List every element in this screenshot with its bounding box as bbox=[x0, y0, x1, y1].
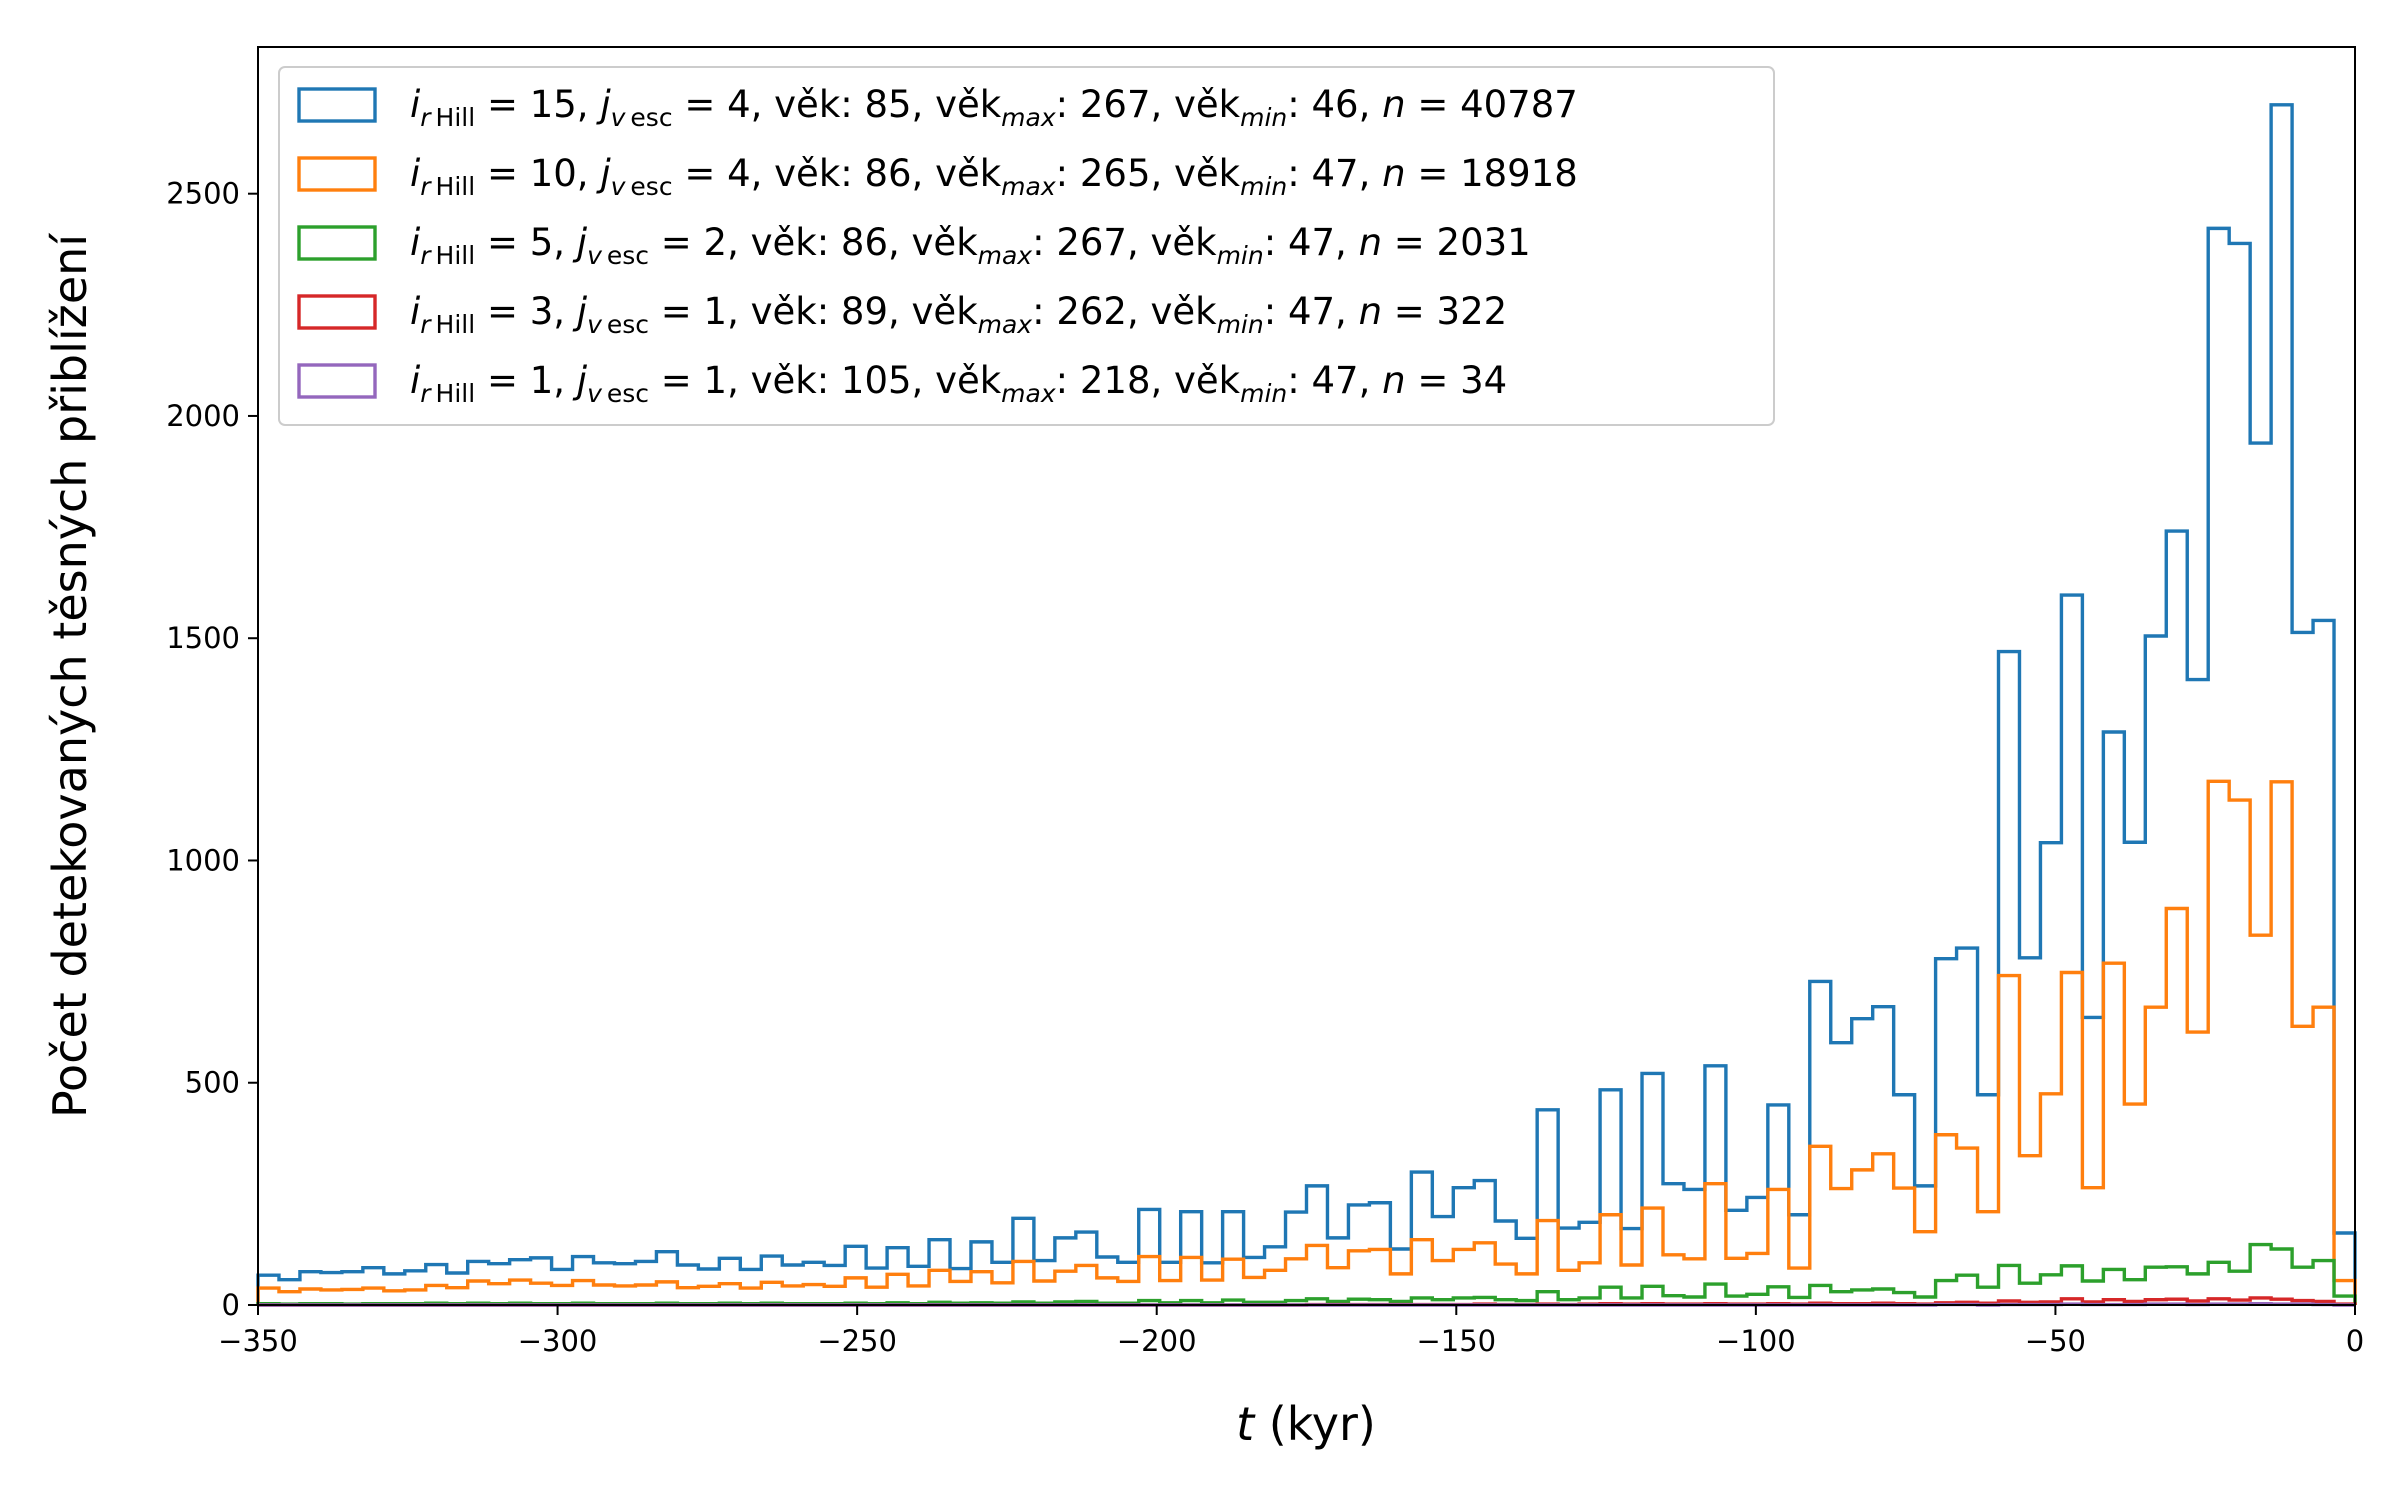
legend-entry-1: ir Hill = 15, jv esc = 4, věk: 85, věkma… bbox=[410, 83, 1578, 132]
legend-swatch-1 bbox=[297, 87, 377, 123]
y-tick-label: 2500 bbox=[166, 177, 240, 211]
legend: ir Hill = 15, jv esc = 4, věk: 85, věkma… bbox=[278, 66, 1775, 426]
y-tick-label: 500 bbox=[185, 1066, 240, 1100]
y-axis: 0 500 1000 1500 2000 2500 bbox=[166, 177, 258, 1322]
y-tick-label: 0 bbox=[222, 1288, 240, 1322]
legend-entry-3: ir Hill = 5, jv esc = 2, věk: 86, věkmax… bbox=[410, 221, 1531, 270]
legend-swatch-3 bbox=[297, 225, 377, 261]
x-tick-label: −150 bbox=[1416, 1324, 1496, 1358]
x-tick-label: −100 bbox=[1716, 1324, 1796, 1358]
y-tick-label: 1500 bbox=[166, 621, 240, 655]
series-1-step-line bbox=[256, 103, 2357, 1305]
legend-entry-2: ir Hill = 10, jv esc = 4, věk: 86, věkma… bbox=[410, 152, 1578, 201]
legend-swatch-5 bbox=[297, 363, 377, 399]
x-axis: −350 −300 −250 −200 −150 −100 −50 0 bbox=[218, 1305, 2364, 1358]
x-tick-label: −50 bbox=[2025, 1324, 2086, 1358]
x-tick-label: −350 bbox=[218, 1324, 298, 1358]
y-tick-label: 2000 bbox=[166, 399, 240, 433]
y-axis-label: Počet detekovaných těsných přiblížení bbox=[43, 233, 97, 1118]
x-axis-label: t (kyr) bbox=[1236, 1397, 1376, 1451]
legend-swatch-2 bbox=[297, 156, 377, 192]
x-tick-label: −250 bbox=[817, 1324, 897, 1358]
legend-swatch-4 bbox=[297, 294, 377, 330]
legend-entry-4: ir Hill = 3, jv esc = 1, věk: 89, věkmax… bbox=[410, 290, 1507, 339]
series-2-step-line bbox=[256, 779, 2357, 1305]
x-tick-label: −200 bbox=[1117, 1324, 1197, 1358]
y-tick-label: 1000 bbox=[166, 843, 240, 877]
legend-entry-5: ir Hill = 1, jv esc = 1, věk: 105, věkma… bbox=[410, 359, 1507, 408]
plot-frame bbox=[257, 46, 2356, 1306]
x-tick-label: −300 bbox=[518, 1324, 598, 1358]
legend-box bbox=[278, 66, 1775, 426]
x-tick-label: 0 bbox=[2346, 1324, 2364, 1358]
